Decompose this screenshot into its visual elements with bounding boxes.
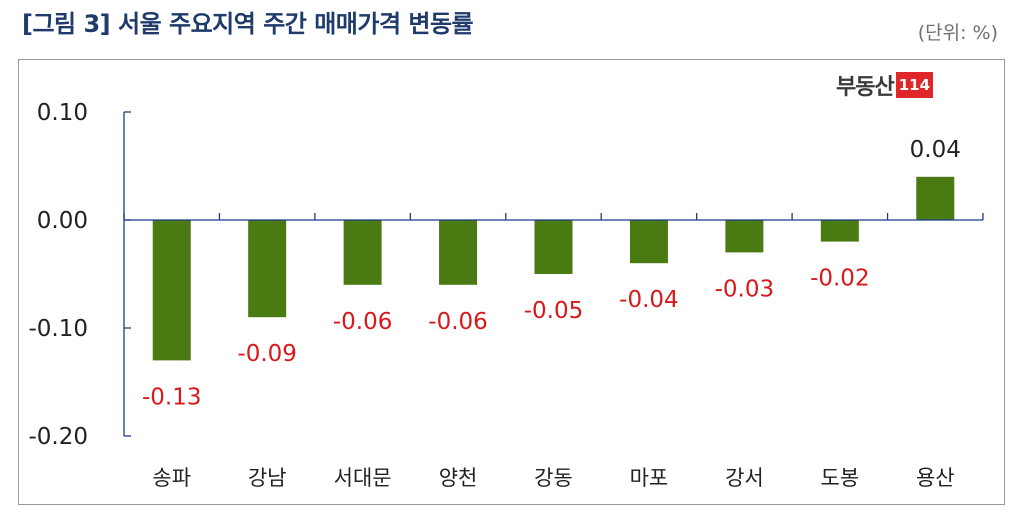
x-tick-label: 강남 bbox=[248, 466, 287, 490]
x-tick-label: 강서 bbox=[725, 466, 764, 490]
data-label: -0.06 bbox=[333, 309, 393, 335]
data-label: 0.04 bbox=[910, 137, 961, 163]
data-label: -0.02 bbox=[810, 266, 870, 292]
unit-label: (단위: %) bbox=[917, 22, 998, 44]
chart-frame bbox=[18, 59, 1005, 505]
x-tick-label: 강동 bbox=[534, 466, 573, 490]
y-tick-label: 0.00 bbox=[37, 208, 88, 234]
bar bbox=[820, 220, 859, 242]
data-label: -0.05 bbox=[524, 298, 584, 324]
data-label: -0.09 bbox=[237, 341, 297, 367]
x-tick-label: 서대문 bbox=[334, 466, 392, 490]
bar bbox=[725, 220, 764, 253]
y-tick-label: -0.10 bbox=[28, 316, 88, 342]
data-label: -0.04 bbox=[619, 287, 679, 313]
brand-logo: 부동산 114 bbox=[836, 70, 934, 100]
x-tick-label: 마포 bbox=[630, 466, 669, 490]
logo-badge: 114 bbox=[895, 72, 934, 98]
bar bbox=[439, 220, 478, 285]
bars bbox=[152, 176, 955, 361]
x-tick-label: 도봉 bbox=[821, 466, 860, 490]
logo-text: 부동산 bbox=[836, 75, 895, 100]
x-tick-label: 송파 bbox=[152, 466, 191, 490]
bar bbox=[248, 220, 287, 318]
data-label: -0.13 bbox=[142, 384, 202, 410]
bar bbox=[343, 220, 382, 285]
x-tick-label: 용산 bbox=[916, 466, 955, 490]
y-tick-label: -0.20 bbox=[28, 424, 88, 450]
data-label: -0.06 bbox=[428, 309, 488, 335]
bar bbox=[629, 220, 668, 264]
data-label: -0.03 bbox=[715, 276, 775, 302]
bar bbox=[152, 220, 191, 361]
bar bbox=[534, 220, 573, 274]
y-axis: 0.10 0.00 -0.10 -0.20 bbox=[28, 100, 131, 450]
y-tick-label: 0.10 bbox=[37, 100, 88, 126]
x-axis: 송파 강남 서대문 양천 강동 마포 강서 도봉 용산 bbox=[123, 213, 984, 490]
x-tick-label: 양천 bbox=[439, 466, 478, 490]
data-labels: -0.13 -0.09 -0.06 -0.06 -0.05 -0.04 -0.03 -0.02… bbox=[142, 137, 961, 411]
chart-title: [그림 3] 서울 주요지역 주간 매매가격 변동률 bbox=[22, 10, 474, 38]
bar bbox=[916, 176, 955, 220]
